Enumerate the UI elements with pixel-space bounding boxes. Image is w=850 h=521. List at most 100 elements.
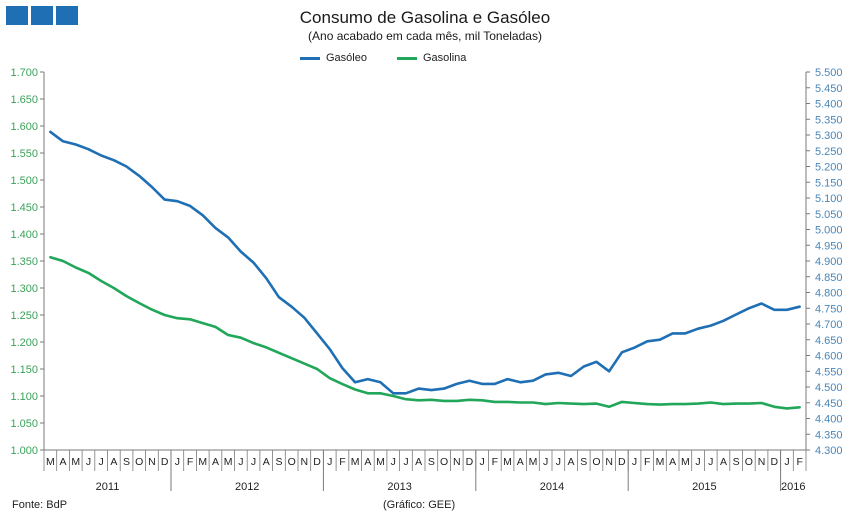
month-label: A [720,456,727,468]
month-label: N [453,456,461,468]
month-label: F [187,456,193,468]
left-tick-label: 1.150 [10,364,38,376]
legend-label-gasoleo: Gasóleo [326,52,367,64]
month-label: N [605,456,613,468]
left-tick-label: 1.100 [10,391,38,403]
month-label: F [796,456,802,468]
month-label: N [301,456,309,468]
right-tick-label: 4.300 [815,445,843,457]
left-tick-label: 1.400 [10,229,38,241]
month-label: J [175,456,180,468]
month-label: J [238,456,243,468]
left-tick-label: 1.600 [10,121,38,133]
month-label: A [212,456,219,468]
month-label: M [656,456,665,468]
month-label: O [592,456,600,468]
legend-label-gasolina: Gasolina [422,52,467,64]
year-label: 2011 [96,481,120,493]
right-tick-label: 5.350 [815,114,843,126]
year-label: 2016 [781,481,805,493]
month-label: F [492,456,498,468]
legend-swatch-gasolina [396,56,417,60]
right-tick-label: 4.600 [815,351,843,363]
month-label: D [313,456,321,468]
month-label: O [288,456,296,468]
month-label: D [770,456,778,468]
left-tick-label: 1.500 [10,175,38,187]
right-tick-label: 5.050 [815,209,843,221]
month-label: A [263,456,270,468]
left-tick-label: 1.350 [10,256,38,268]
month-label: N [148,456,156,468]
right-tick-label: 4.850 [815,272,843,284]
month-label: J [327,456,332,468]
right-tick-label: 4.500 [815,382,843,394]
left-tick-label: 1.300 [10,283,38,295]
month-label: J [99,456,104,468]
right-tick-label: 5.000 [815,225,843,237]
right-tick-label: 4.950 [815,240,843,252]
left-tick-label: 1.000 [10,445,38,457]
legend-item-gasolina: Gasolina [396,52,467,64]
logo [6,6,78,25]
month-label: J [543,456,548,468]
series-line-gasolina [49,255,801,410]
month-label: S [123,456,130,468]
left-tick-label: 1.450 [10,202,38,214]
month-label: J [632,456,637,468]
year-label: 2015 [692,481,716,493]
chart-subtitle: (Ano acabado em cada mês, mil Toneladas) [308,29,542,43]
month-label: A [110,456,117,468]
month-label: J [784,456,789,468]
right-tick-label: 5.150 [815,177,843,189]
legend-swatch-gasoleo [300,56,320,60]
month-label: D [618,456,626,468]
right-tick-label: 4.400 [815,414,843,426]
legend: Gasóleo Gasolina [300,52,466,64]
month-label: A [669,456,676,468]
right-tick-label: 4.550 [815,366,843,378]
month-label: N [758,456,766,468]
month-label: A [568,456,575,468]
right-tick-label: 5.500 [815,67,843,79]
right-tick-label: 4.750 [815,303,843,315]
month-label: F [644,456,650,468]
month-label: O [135,456,143,468]
left-tick-label: 1.250 [10,310,38,322]
month-label: A [415,456,422,468]
left-tick-label: 1.050 [10,418,38,430]
right-tick-label: 5.400 [815,99,843,111]
right-tick-label: 4.650 [815,335,843,347]
month-label: D [161,456,169,468]
logo-block [56,6,78,25]
year-label: 2013 [387,481,411,493]
credit-note: (Gráfico: GEE) [383,499,456,511]
source-note: Fonte: BdP [12,499,68,511]
month-label: J [251,456,256,468]
month-label: J [403,456,408,468]
left-tick-label: 1.550 [10,148,38,160]
month-label: S [580,456,587,468]
left-tick-label: 1.700 [10,67,38,79]
logo-block [31,6,53,25]
month-label: J [480,456,485,468]
month-label: S [428,456,435,468]
left-tick-label: 1.200 [10,337,38,349]
right-tick-label: 5.100 [815,193,843,205]
month-label: M [71,456,80,468]
month-label: O [745,456,753,468]
month-label: M [681,456,690,468]
left-tick-label: 1.650 [10,94,38,106]
month-label: J [86,456,91,468]
month-label: M [351,456,360,468]
year-label: 2014 [540,481,564,493]
month-label: A [364,456,371,468]
month-label: A [517,456,524,468]
month-label: J [556,456,561,468]
right-tick-label: 4.350 [815,429,843,441]
right-tick-label: 5.300 [815,130,843,142]
month-label: M [46,456,55,468]
month-label: O [440,456,448,468]
month-label: J [708,456,713,468]
month-label: A [60,456,67,468]
